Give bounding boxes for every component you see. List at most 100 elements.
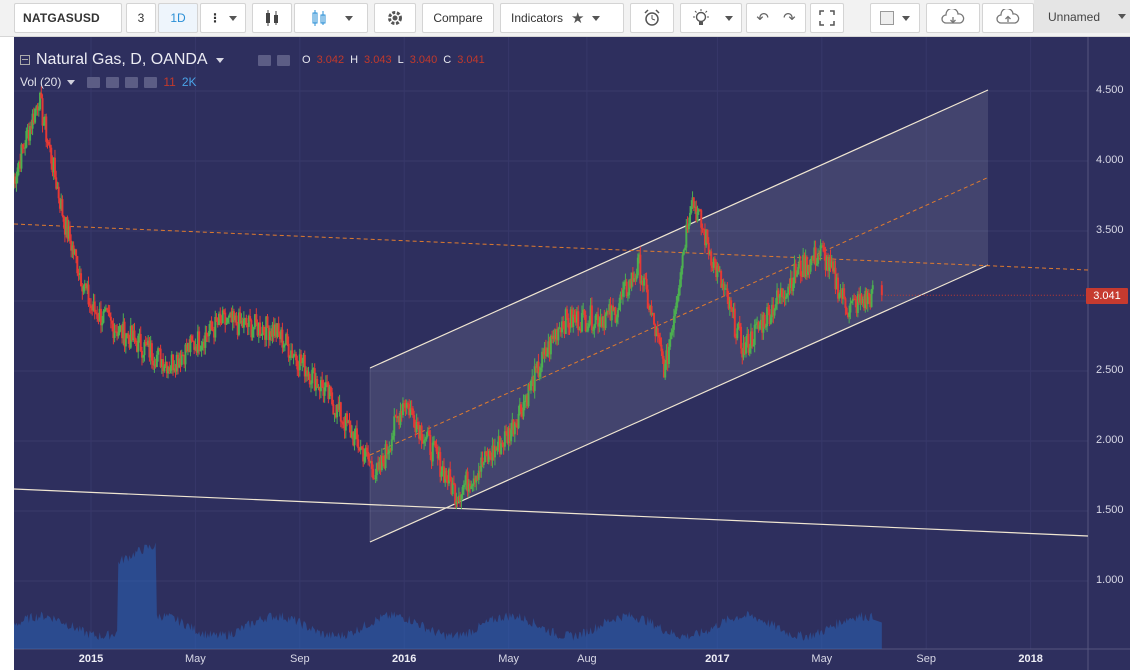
interval-more-button[interactable]: ⋮ xyxy=(200,3,246,33)
time-tick-label: May xyxy=(811,653,833,665)
square-icon xyxy=(880,11,894,25)
candle-body xyxy=(433,440,436,443)
candle-body xyxy=(568,327,571,329)
settings-button[interactable] xyxy=(374,3,416,33)
candle-body xyxy=(483,451,486,463)
candle-body xyxy=(404,403,407,408)
candle-body xyxy=(132,330,135,341)
candle-body xyxy=(209,320,212,331)
candle-body xyxy=(271,324,274,337)
candle-body xyxy=(722,283,725,290)
candle-body xyxy=(280,329,283,340)
candle-body xyxy=(277,323,280,333)
hollow-candles-button[interactable] xyxy=(294,3,368,33)
candle-body xyxy=(506,432,509,443)
chevron-down-icon[interactable] xyxy=(215,57,224,63)
eye-icon[interactable] xyxy=(87,76,101,88)
candle-body xyxy=(143,342,146,356)
candle-body xyxy=(305,370,308,377)
candle-body xyxy=(226,317,229,323)
candle-body xyxy=(365,447,368,452)
candle-body xyxy=(77,273,80,275)
candle-body xyxy=(855,299,858,313)
candle-body xyxy=(379,461,382,470)
chevron-down-icon xyxy=(725,15,733,21)
candle-body xyxy=(255,314,258,323)
candle-body xyxy=(368,459,371,462)
candle-body xyxy=(318,386,321,392)
compare-button[interactable]: Compare xyxy=(422,3,494,33)
candle-body xyxy=(732,308,735,312)
candle-body xyxy=(628,280,631,296)
volume-title[interactable]: Vol (20) xyxy=(20,75,62,89)
candle-body xyxy=(672,316,675,330)
candle-body xyxy=(479,470,482,472)
candle-body xyxy=(317,386,320,388)
gear-icon[interactable] xyxy=(277,54,290,66)
price-chart[interactable] xyxy=(14,37,1130,670)
candle-body xyxy=(706,229,709,243)
alert-button[interactable] xyxy=(630,3,674,33)
candle-body xyxy=(220,318,223,324)
candles-style-button[interactable] xyxy=(252,3,292,33)
candle-body xyxy=(626,295,629,297)
candle-body xyxy=(744,342,747,354)
symbol-search-input[interactable]: NATGASUSD xyxy=(14,3,122,33)
chevron-down-icon xyxy=(345,15,353,21)
candle-body xyxy=(707,242,710,254)
candle-body xyxy=(65,217,68,235)
candle-body xyxy=(496,447,499,451)
series-title[interactable]: Natural Gas, D, OANDA xyxy=(36,51,208,68)
candle-body xyxy=(390,439,393,451)
candle-body xyxy=(140,350,143,358)
close-icon[interactable] xyxy=(144,76,158,88)
candle-body xyxy=(133,330,136,339)
candle-body xyxy=(829,257,832,268)
chart-pane[interactable]: Natural Gas, D, OANDA O 3.042 H 3.043 L … xyxy=(14,37,1130,670)
plus-icon[interactable] xyxy=(125,76,139,88)
candle-body xyxy=(109,316,112,321)
save-layout-button[interactable] xyxy=(982,3,1034,33)
indicators-button[interactable]: Indicators ★ xyxy=(500,3,624,33)
candle-body xyxy=(358,448,361,451)
candle-body xyxy=(419,425,422,439)
candle-body xyxy=(94,312,97,314)
collapse-icon[interactable] xyxy=(20,55,30,65)
load-layout-button[interactable] xyxy=(926,3,980,33)
interval-count-button[interactable]: 3 xyxy=(126,3,156,33)
candle-body xyxy=(410,408,413,410)
candle-body xyxy=(851,298,854,301)
top-toolbar: NATGASUSD 3 1D ⋮ Compare Indicators ★ ↶ … xyxy=(0,0,1130,37)
candle-body xyxy=(725,288,728,290)
interval-button[interactable]: 1D xyxy=(158,3,198,33)
hollow-candles-icon xyxy=(312,10,326,26)
redo-icon[interactable]: ↷ xyxy=(783,10,796,27)
candle-body xyxy=(389,449,392,451)
candle-body xyxy=(515,423,518,425)
layout-menu-button[interactable] xyxy=(1114,0,1130,33)
chart-layout-button[interactable] xyxy=(870,3,920,33)
candle-body xyxy=(287,343,290,358)
ideas-button[interactable] xyxy=(680,3,742,33)
candle-body xyxy=(529,380,532,391)
fullscreen-button[interactable] xyxy=(810,3,844,33)
candle-body xyxy=(727,296,730,309)
candle-body xyxy=(144,342,147,344)
candle-body xyxy=(594,315,597,325)
candle-body xyxy=(352,431,355,446)
candle-body xyxy=(114,331,117,333)
eye-icon[interactable] xyxy=(258,54,271,66)
candle-body xyxy=(127,333,130,338)
undo-icon[interactable]: ↶ xyxy=(756,10,769,27)
candle-body xyxy=(803,255,806,277)
candle-body xyxy=(836,277,839,299)
candle-body xyxy=(868,293,871,297)
chevron-down-icon[interactable] xyxy=(67,79,76,85)
candle-body xyxy=(245,318,248,326)
gear-icon[interactable] xyxy=(106,76,120,88)
layout-name-button[interactable]: Unnamed xyxy=(1034,0,1114,33)
candle-body xyxy=(471,484,474,486)
candle-body xyxy=(766,307,769,327)
candle-body xyxy=(815,263,818,266)
candle-body xyxy=(32,113,35,123)
